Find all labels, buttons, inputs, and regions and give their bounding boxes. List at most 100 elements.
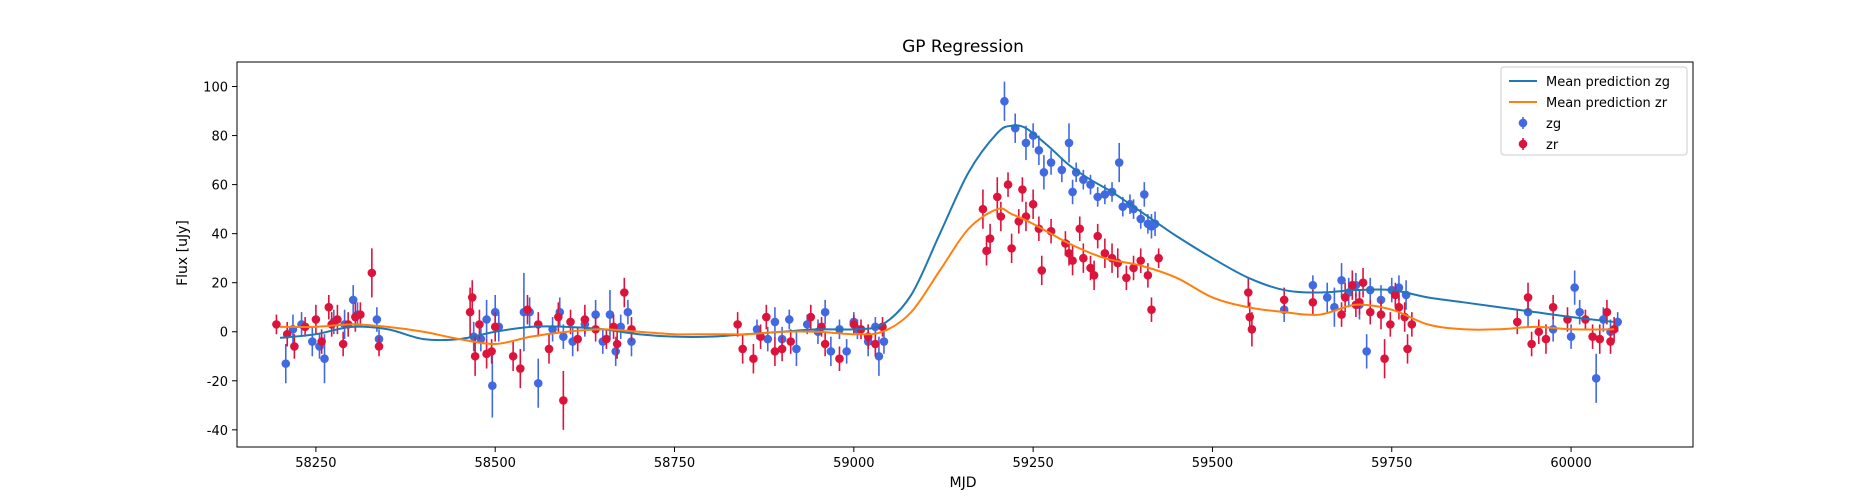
- zr-point: [996, 212, 1006, 221]
- zg-point: [1118, 202, 1128, 211]
- zr-point: [777, 344, 787, 354]
- zg-point: [820, 307, 830, 317]
- chart-title: GP Regression: [902, 37, 1024, 57]
- zr-point: [523, 305, 532, 314]
- zr-point: [573, 334, 582, 344]
- zr-point: [566, 317, 575, 327]
- zr-point: [849, 320, 859, 329]
- zr-point: [733, 320, 742, 329]
- zr-point: [1534, 327, 1544, 337]
- zr-point: [1279, 295, 1289, 305]
- zg-point: [1362, 347, 1371, 356]
- zg-point: [281, 359, 291, 368]
- zg-point: [488, 381, 497, 390]
- zg-point: [1000, 96, 1009, 106]
- zr-point: [1588, 332, 1597, 341]
- zr-point: [356, 310, 365, 319]
- zr-point: [1007, 244, 1016, 253]
- zr-point: [985, 234, 995, 243]
- zr-point: [1079, 253, 1088, 263]
- zg-point: [1575, 307, 1584, 317]
- zr-point: [978, 204, 988, 214]
- zr-point: [508, 351, 518, 361]
- zg-point: [559, 332, 568, 341]
- zr-point: [1003, 180, 1013, 189]
- zr-point: [1086, 263, 1095, 273]
- zg-point: [1591, 374, 1601, 383]
- zg-point: [1308, 280, 1318, 290]
- zr-point: [311, 315, 321, 324]
- zr-point: [982, 246, 991, 256]
- zr-point: [1122, 273, 1131, 283]
- zg-point: [784, 315, 794, 324]
- zr-point: [1602, 307, 1612, 317]
- zg-point: [879, 337, 889, 346]
- zg-point: [1337, 275, 1346, 285]
- plot-frame: [236, 61, 1694, 448]
- zg-point: [1034, 145, 1044, 155]
- zr-point: [1100, 248, 1110, 258]
- zr-point: [1154, 253, 1163, 263]
- zr-point: [1386, 320, 1395, 329]
- zr-point: [475, 320, 484, 329]
- zg-point: [752, 324, 762, 334]
- zg-point: [1322, 293, 1332, 302]
- zg-point: [792, 344, 801, 354]
- y-tick-label: 20: [211, 277, 228, 292]
- zr-point: [1143, 271, 1153, 280]
- zr-point: [465, 307, 475, 317]
- series-line-Mean prediction zr: [280, 207, 1615, 346]
- zr-point: [1245, 312, 1255, 322]
- legend-label: zr: [1546, 138, 1559, 153]
- zr-point: [786, 337, 796, 346]
- zr-point: [490, 322, 500, 332]
- zr-point: [290, 342, 299, 351]
- legend-marker-zr: [1518, 139, 1528, 149]
- y-axis-label: Flux [uJy]: [175, 220, 191, 286]
- zr-point: [1337, 310, 1346, 319]
- plot-data: [272, 81, 1622, 430]
- zr-point: [1403, 344, 1412, 354]
- x-tick-label: 59500: [1192, 456, 1233, 471]
- y-tick-label: -40: [207, 424, 228, 439]
- zr-point: [1093, 231, 1102, 241]
- zg-point: [320, 354, 329, 364]
- zr-point: [1523, 293, 1533, 302]
- legend-box: [1500, 66, 1688, 156]
- zr-point: [1068, 256, 1077, 265]
- zg-point: [623, 307, 633, 317]
- zg-point: [533, 378, 543, 388]
- zg-point: [1136, 214, 1146, 224]
- zr-point: [1391, 290, 1400, 300]
- legend-label: Mean prediction zr: [1546, 96, 1668, 111]
- zr-point: [317, 337, 326, 346]
- zg-point: [372, 315, 382, 324]
- x-tick-label: 59750: [1371, 456, 1412, 471]
- zr-point: [992, 192, 1002, 202]
- zr-point: [1064, 248, 1074, 258]
- zr-point: [1340, 293, 1350, 302]
- legend-label: zg: [1546, 117, 1561, 132]
- x-tick-label: 58750: [654, 456, 695, 471]
- legend: Mean prediction zg Mean prediction zr zg zr: [1500, 66, 1688, 156]
- zg-point: [1086, 180, 1095, 189]
- zr-point: [1358, 278, 1368, 288]
- zg-point: [1566, 332, 1576, 341]
- zr-point: [338, 339, 348, 349]
- zr-point: [1308, 298, 1318, 307]
- zg-point: [802, 320, 812, 329]
- zg-point: [308, 337, 317, 346]
- zg-point: [348, 295, 358, 305]
- zr-point: [1380, 354, 1389, 364]
- zr-point: [1595, 334, 1605, 344]
- zg-point: [616, 322, 626, 332]
- series-zr: [272, 172, 1619, 430]
- zr-point: [1407, 320, 1417, 329]
- zr-point: [770, 347, 780, 356]
- zr-point: [1548, 302, 1558, 312]
- zr-point: [324, 302, 334, 312]
- y-tick-label: 40: [211, 228, 228, 243]
- zr-point: [559, 396, 568, 405]
- x-tick-label: 59000: [833, 456, 874, 471]
